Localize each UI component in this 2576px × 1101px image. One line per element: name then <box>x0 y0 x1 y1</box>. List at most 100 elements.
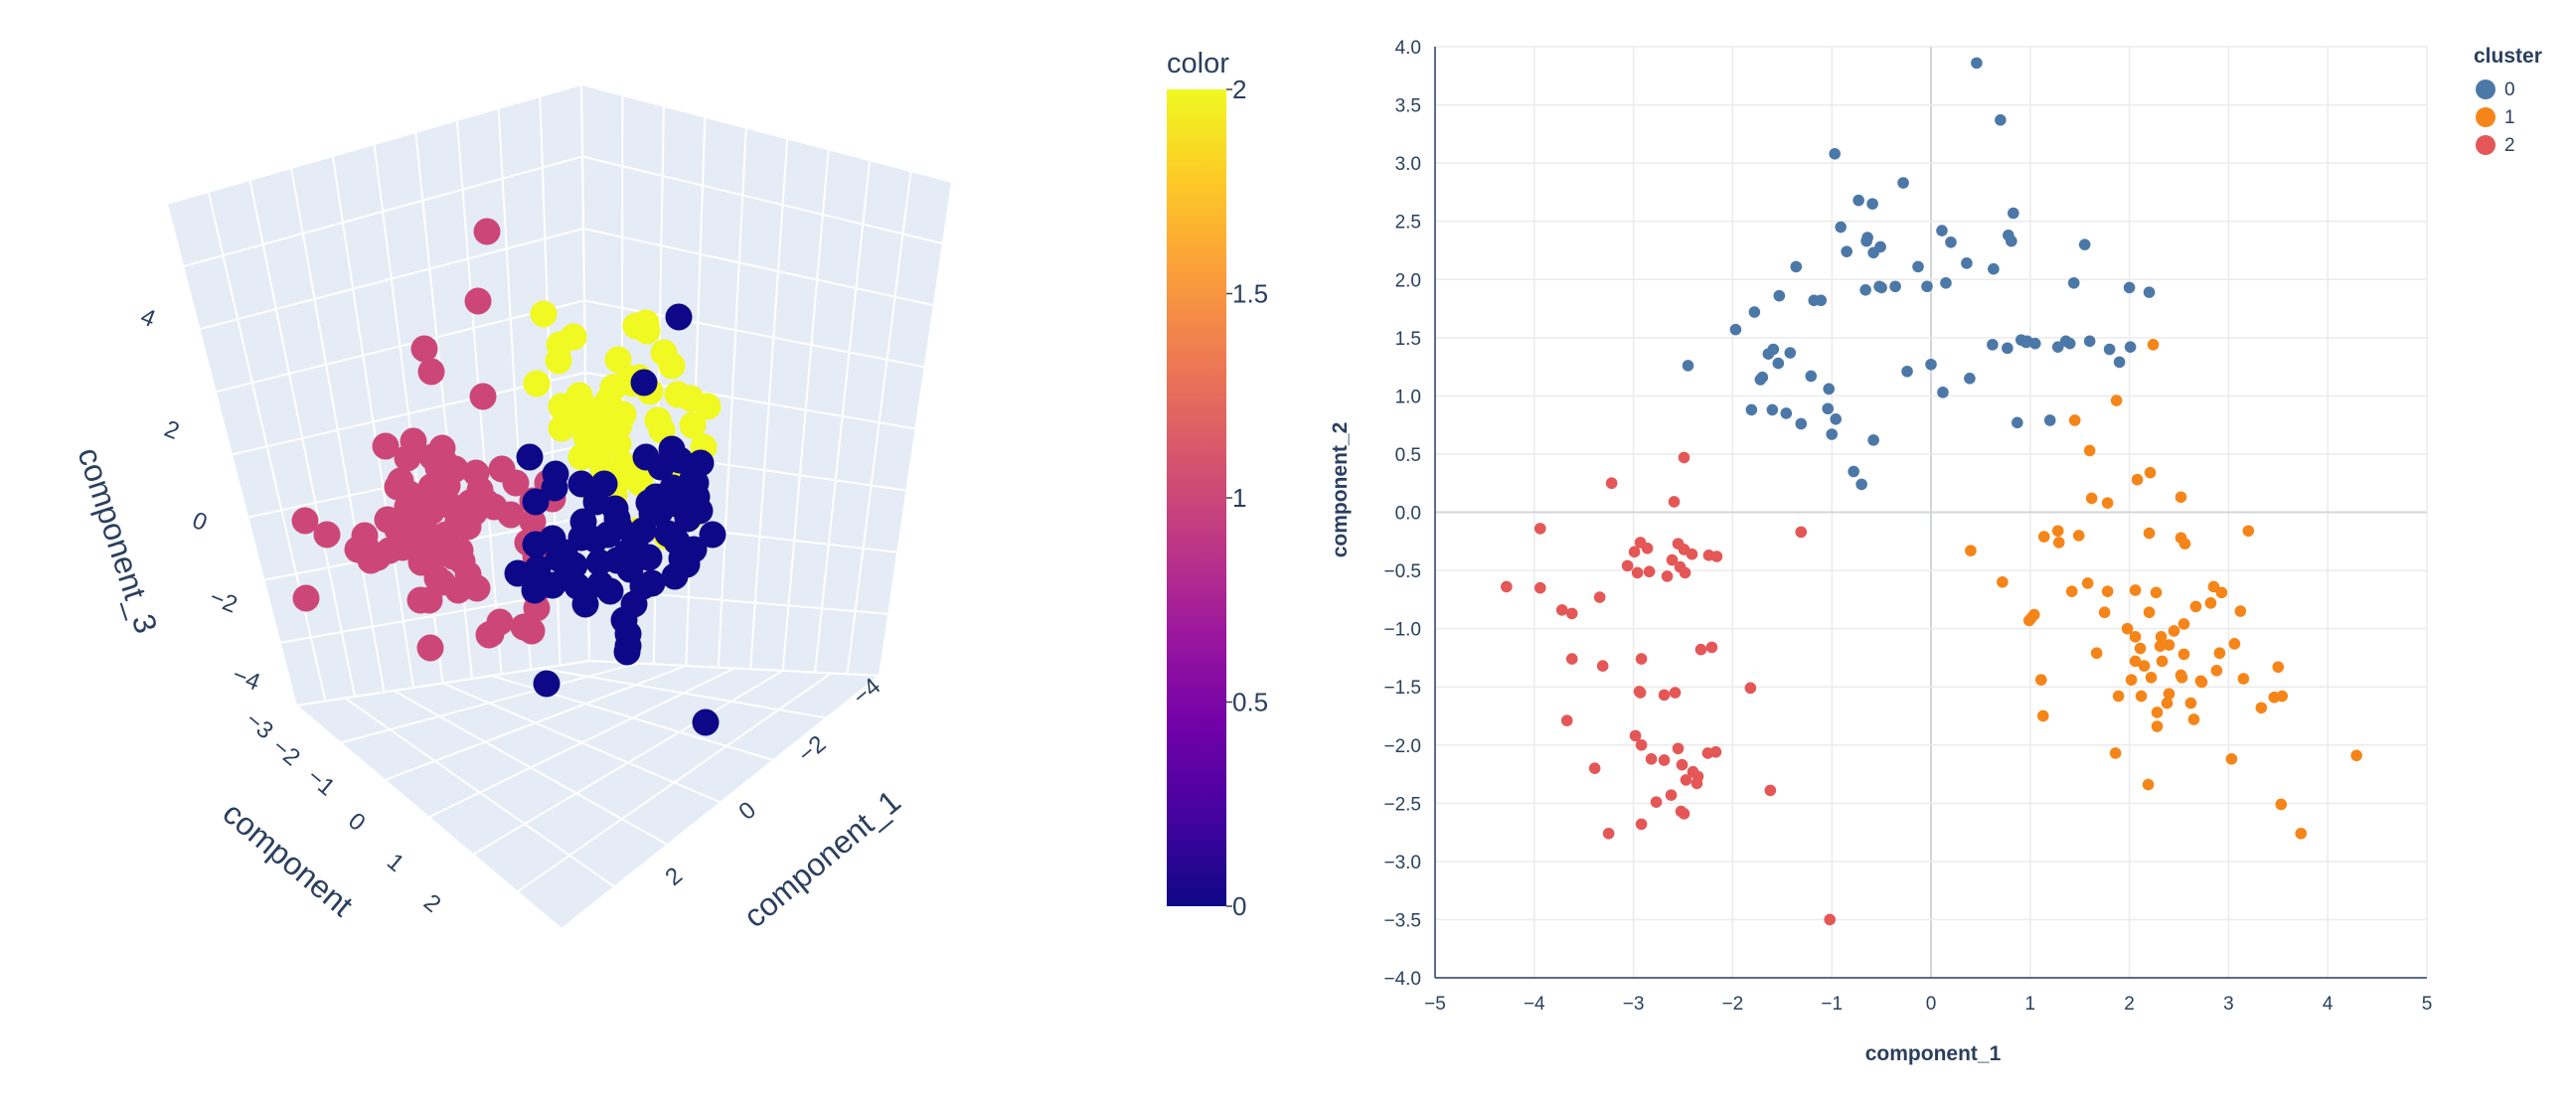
point[interactable] <box>1925 358 1937 371</box>
point[interactable] <box>1641 543 1654 554</box>
point[interactable] <box>2138 660 2151 672</box>
point[interactable] <box>1674 560 1687 573</box>
point[interactable] <box>1940 276 1952 289</box>
point[interactable] <box>2143 606 2156 619</box>
point[interactable] <box>1635 818 1648 831</box>
point[interactable] <box>2295 827 2308 840</box>
point[interactable] <box>2098 606 2111 619</box>
legend-item-1[interactable]: 1 <box>2476 107 2515 128</box>
point[interactable] <box>1965 545 1977 556</box>
point[interactable] <box>1921 280 1933 293</box>
point[interactable] <box>1961 257 1973 269</box>
point[interactable] <box>1937 387 1949 398</box>
point[interactable] <box>2072 530 2085 542</box>
point[interactable] <box>1790 260 1803 273</box>
point-3d[interactable] <box>658 435 686 463</box>
point-3d[interactable] <box>488 455 516 483</box>
point-3d[interactable] <box>516 443 544 471</box>
point[interactable] <box>2024 612 2037 624</box>
series-3d-2[interactable] <box>504 303 726 736</box>
point[interactable] <box>2002 342 2013 355</box>
point[interactable] <box>2068 414 2081 426</box>
point[interactable] <box>1633 686 1646 698</box>
point-3d[interactable] <box>551 411 578 439</box>
point-3d[interactable] <box>522 531 550 558</box>
point-3d[interactable] <box>665 303 693 331</box>
point[interactable] <box>1830 413 1842 425</box>
point[interactable] <box>2272 661 2285 674</box>
point[interactable] <box>2215 586 2228 599</box>
point-3d[interactable] <box>523 370 551 397</box>
point-3d[interactable] <box>594 521 622 549</box>
point[interactable] <box>2237 673 2250 685</box>
point-3d[interactable] <box>504 559 532 587</box>
point[interactable] <box>1658 689 1671 702</box>
legend-items[interactable]: 0 1 2 <box>2476 79 2515 156</box>
point[interactable] <box>2129 631 2142 643</box>
point[interactable] <box>2051 525 2064 538</box>
point[interactable] <box>2228 638 2241 650</box>
point[interactable] <box>1596 660 1609 672</box>
point-3d[interactable] <box>679 411 707 439</box>
point[interactable] <box>1897 177 1909 189</box>
point[interactable] <box>2067 276 2080 289</box>
point-3d[interactable] <box>464 287 492 315</box>
point[interactable] <box>1705 641 1718 654</box>
point[interactable] <box>1680 774 1692 786</box>
point[interactable] <box>1795 526 1808 539</box>
point[interactable] <box>2147 339 2160 351</box>
point[interactable] <box>2081 577 2094 589</box>
point[interactable] <box>1772 357 1785 370</box>
legend-item-0[interactable]: 0 <box>2476 79 2515 100</box>
point[interactable] <box>1997 575 2009 588</box>
point[interactable] <box>1658 754 1671 766</box>
point-3d[interactable] <box>396 480 423 508</box>
point[interactable] <box>1855 478 1867 491</box>
point[interactable] <box>2121 622 2134 635</box>
point[interactable] <box>2113 356 2126 369</box>
point-3d[interactable] <box>605 411 633 439</box>
point[interactable] <box>1650 796 1663 808</box>
legend[interactable]: cluster 0 1 2 <box>2474 45 2542 156</box>
point[interactable] <box>2110 394 2123 406</box>
point[interactable] <box>2037 531 2050 543</box>
point-3d[interactable] <box>417 473 445 501</box>
point[interactable] <box>1889 280 1901 293</box>
point[interactable] <box>1686 548 1698 560</box>
point[interactable] <box>1756 371 1769 384</box>
scatter-3d-points[interactable] <box>291 218 726 736</box>
point-3d[interactable] <box>473 218 501 245</box>
point[interactable] <box>2028 337 2041 350</box>
point[interactable] <box>1766 403 1779 416</box>
point-3d[interactable] <box>533 670 561 698</box>
point[interactable] <box>1565 607 1578 620</box>
point[interactable] <box>2142 778 2155 791</box>
point[interactable] <box>2195 676 2208 689</box>
point-3d[interactable] <box>291 507 319 535</box>
point[interactable] <box>2155 631 2168 643</box>
point[interactable] <box>2143 527 2156 540</box>
point[interactable] <box>2189 600 2202 613</box>
point[interactable] <box>2083 335 2096 348</box>
point[interactable] <box>1860 235 1872 247</box>
point-3d[interactable] <box>545 347 572 375</box>
point-3d[interactable] <box>590 470 618 498</box>
point[interactable] <box>1964 373 1976 385</box>
point-3d[interactable] <box>616 555 644 583</box>
point[interactable] <box>1555 604 1568 616</box>
point-3d[interactable] <box>530 300 558 328</box>
point[interactable] <box>2043 414 2056 426</box>
point[interactable] <box>2109 747 2122 759</box>
point[interactable] <box>2065 585 2078 597</box>
point-3d[interactable] <box>406 586 434 614</box>
point[interactable] <box>2052 537 2065 549</box>
point-3d[interactable] <box>582 396 610 424</box>
point[interactable] <box>2131 473 2144 486</box>
point-3d[interactable] <box>599 374 627 401</box>
point[interactable] <box>2177 618 2190 630</box>
point-3d[interactable] <box>428 568 456 596</box>
point[interactable] <box>1848 465 1859 478</box>
point[interactable] <box>1873 280 1885 293</box>
point[interactable] <box>2085 492 2098 505</box>
